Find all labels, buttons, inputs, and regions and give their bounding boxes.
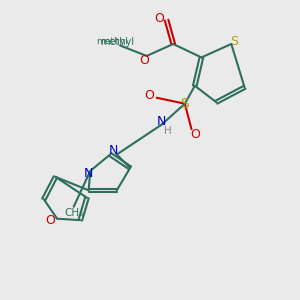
Text: H: H <box>164 126 172 136</box>
Text: O: O <box>190 128 200 141</box>
Text: methyl: methyl <box>96 37 128 46</box>
Text: O: O <box>139 54 149 67</box>
Text: O: O <box>46 214 56 227</box>
Text: CH₃: CH₃ <box>64 208 83 218</box>
Text: N: N <box>157 115 166 128</box>
Text: N: N <box>84 167 93 180</box>
Text: N: N <box>109 144 118 158</box>
Text: O: O <box>144 89 154 102</box>
Text: S: S <box>231 34 239 47</box>
Text: S: S <box>181 97 189 111</box>
Text: methyl: methyl <box>100 37 134 47</box>
Text: O: O <box>154 12 164 25</box>
